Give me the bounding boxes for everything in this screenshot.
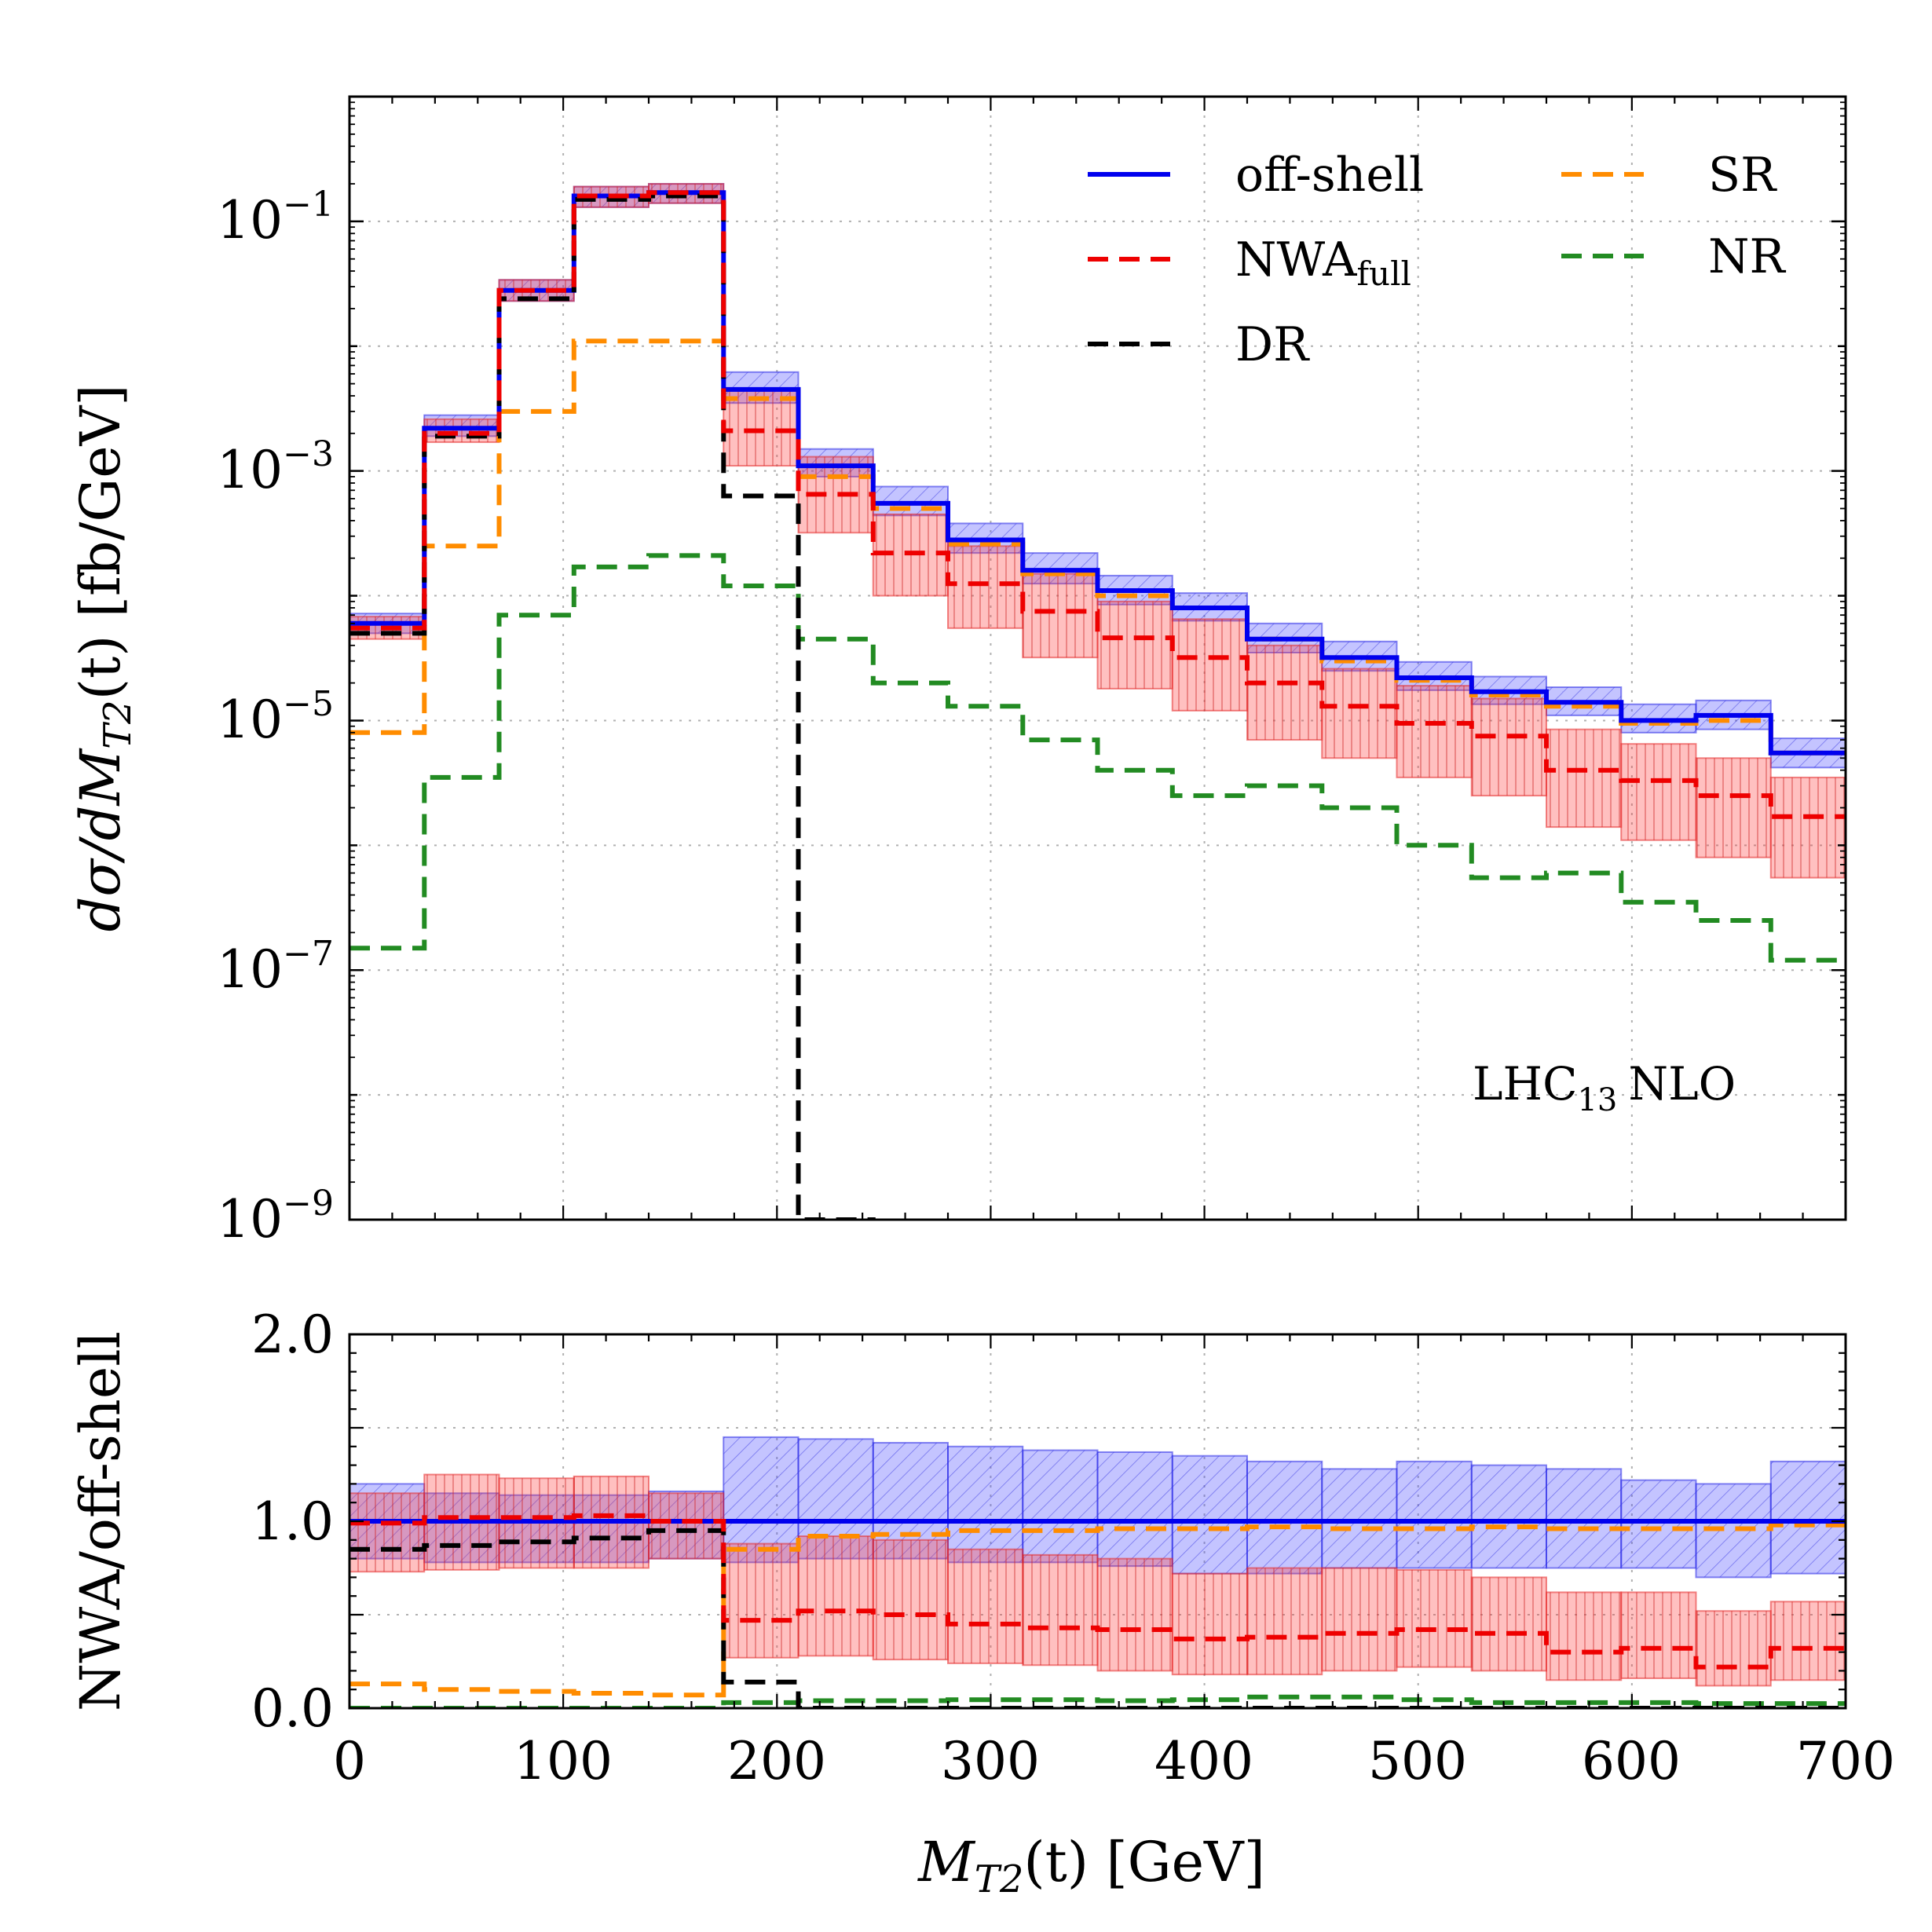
ratio-band-hatch-offshell bbox=[1322, 1469, 1397, 1568]
ratio-band-hatch-nwa bbox=[1172, 1573, 1247, 1675]
ratio-band-hatch-nwa bbox=[1471, 1577, 1546, 1671]
ratio-band-hatch-nwa bbox=[1770, 1601, 1846, 1681]
main-series-nr bbox=[349, 553, 1846, 963]
main-band-hatch-nwa bbox=[948, 546, 1023, 628]
ratio-ytick-label: 2.0 bbox=[251, 1304, 334, 1365]
x-axis-title: MT2(t) [GeV] bbox=[917, 1830, 1265, 1901]
xtick-label: 100 bbox=[514, 1731, 613, 1791]
ratio-band-hatch-nwa bbox=[948, 1549, 1023, 1663]
xtick-label: 200 bbox=[727, 1731, 826, 1791]
main-band-hatch-nwa bbox=[1247, 645, 1323, 741]
ratio-band-hatch-offshell bbox=[1247, 1461, 1323, 1574]
ratio-band-hatch-nwa bbox=[349, 1493, 425, 1572]
ratio-band-hatch-nwa bbox=[1097, 1558, 1173, 1671]
ratio-band-hatch-offshell bbox=[948, 1446, 1023, 1563]
main-ytick-labels: 10−9 10−7 10−5 10−3 10−1 bbox=[217, 185, 334, 1250]
ratio-series-sr bbox=[349, 1522, 1846, 1698]
ratio-band-hatch-nwa bbox=[873, 1539, 948, 1660]
xtick-label: 300 bbox=[941, 1731, 1040, 1791]
ratio-band-hatch-nwa bbox=[723, 1543, 799, 1658]
ratio-band-hatch-nwa bbox=[1247, 1568, 1323, 1675]
main-band-hatch-nwa bbox=[723, 390, 799, 467]
main-series-dr bbox=[349, 193, 876, 1220]
legend-offshell-label: off-shell bbox=[1235, 148, 1424, 203]
ratio-plot-frame bbox=[348, 1333, 1847, 1710]
ratio-band-hatch-offshell bbox=[1396, 1461, 1472, 1568]
ratio-band-hatch-offshell bbox=[1546, 1469, 1622, 1568]
legend-nwa-label: NWAfull bbox=[1235, 232, 1411, 293]
ratio-band-hatch-offshell bbox=[1621, 1480, 1696, 1568]
xtick-label: 700 bbox=[1796, 1731, 1895, 1791]
main-band-hatch-nwa bbox=[1546, 729, 1622, 828]
ratio-ytick-label: 0.0 bbox=[251, 1678, 334, 1739]
main-band-hatch-nwa bbox=[1097, 601, 1173, 689]
ratio-band-hatch-offshell bbox=[723, 1436, 799, 1563]
legend: off-shell NWAfull DR SR NR bbox=[1088, 148, 1787, 372]
main-ytick-label: 10−3 bbox=[217, 434, 334, 500]
main-band-hatch-nwa bbox=[1696, 758, 1771, 858]
main-band-hatch-nwa bbox=[1471, 698, 1546, 796]
legend-dr-label: DR bbox=[1235, 317, 1310, 372]
ratio-band-hatch-offshell bbox=[1471, 1465, 1546, 1568]
main-ytick-label: 10−5 bbox=[217, 684, 334, 750]
ratio-band-hatch-nwa bbox=[1546, 1592, 1622, 1681]
xtick-labels: 0 100 200 300 400 500 600 700 bbox=[333, 1731, 1895, 1791]
ratio-band-hatch-nwa bbox=[1621, 1592, 1696, 1678]
legend-nr-label: NR bbox=[1708, 229, 1787, 284]
ratio-band-hatch-offshell bbox=[1023, 1450, 1098, 1563]
ratio-ytick-labels: 0.0 1.0 2.0 bbox=[251, 1304, 334, 1739]
main-band-hatch-nwa bbox=[1770, 777, 1846, 878]
ratio-band-hatch-offshell bbox=[1770, 1461, 1846, 1574]
legend-sr-label: SR bbox=[1708, 148, 1777, 203]
ratio-bands bbox=[349, 1436, 1846, 1687]
ratio-band-hatch-offshell bbox=[1172, 1455, 1247, 1574]
ratio-ytick-label: 1.0 bbox=[251, 1491, 334, 1552]
main-plot-frame bbox=[348, 95, 1847, 1221]
main-y-axis-title: dσ/dMT2(t) [fb/GeV] bbox=[68, 384, 140, 931]
ratio-series-nwa-full bbox=[349, 1513, 1846, 1670]
main-series bbox=[349, 190, 1846, 1220]
ratio-band-hatch-nwa bbox=[649, 1493, 724, 1559]
ratio-band-hatch-nwa bbox=[798, 1536, 873, 1656]
main-band-hatch-nwa bbox=[1322, 668, 1397, 759]
ratio-band-hatch-nwa bbox=[1696, 1611, 1771, 1686]
main-ytick-label: 10−7 bbox=[217, 934, 334, 1000]
ratio-band-hatch-nwa bbox=[1396, 1569, 1472, 1667]
main-band-hatch-nwa bbox=[1621, 744, 1696, 840]
ratio-y-axis-title: NWA/off-shell bbox=[68, 1331, 133, 1711]
main-series-nwa-full bbox=[349, 190, 1846, 819]
main-band-hatch-nwa bbox=[424, 419, 499, 443]
main-band-hatch-nwa bbox=[1396, 686, 1472, 778]
ratio-band-hatch-offshell bbox=[1097, 1451, 1173, 1567]
ratio-series-nr bbox=[349, 1694, 1846, 1708]
ratio-band-hatch-nwa bbox=[1322, 1568, 1397, 1671]
ratio-band-hatch-nwa bbox=[1023, 1554, 1098, 1666]
xtick-label: 0 bbox=[333, 1731, 366, 1791]
main-ytick-label: 10−1 bbox=[217, 185, 334, 251]
xtick-label: 400 bbox=[1154, 1731, 1253, 1791]
main-band-hatch-nwa bbox=[1023, 573, 1098, 658]
main-series-sr bbox=[349, 338, 1846, 756]
main-ytick-label: 10−9 bbox=[217, 1184, 334, 1250]
main-band-hatch-nwa bbox=[1172, 619, 1247, 711]
lhc-annotation: LHC13 NLO bbox=[1473, 1057, 1736, 1118]
xtick-label: 500 bbox=[1368, 1731, 1467, 1791]
xtick-label: 600 bbox=[1582, 1731, 1681, 1791]
ratio-series bbox=[349, 1513, 1846, 1708]
